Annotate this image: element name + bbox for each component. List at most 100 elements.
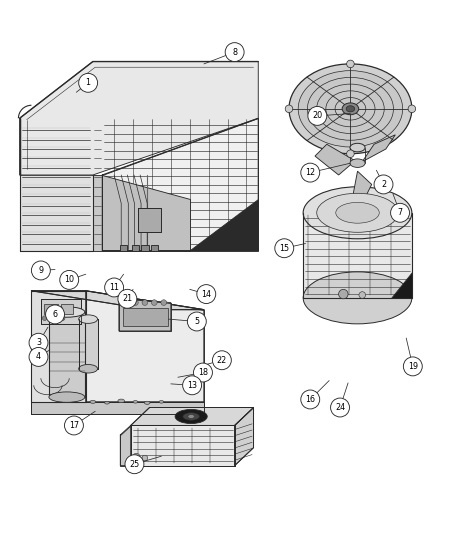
Ellipse shape bbox=[79, 315, 98, 323]
Ellipse shape bbox=[49, 307, 85, 317]
Ellipse shape bbox=[350, 143, 365, 152]
Ellipse shape bbox=[335, 98, 366, 120]
Ellipse shape bbox=[49, 392, 85, 402]
Ellipse shape bbox=[308, 78, 393, 140]
Circle shape bbox=[193, 363, 212, 382]
Circle shape bbox=[79, 73, 98, 92]
Text: 16: 16 bbox=[305, 395, 315, 404]
Ellipse shape bbox=[336, 202, 379, 223]
Text: 15: 15 bbox=[279, 244, 289, 253]
Polygon shape bbox=[391, 272, 412, 298]
Circle shape bbox=[301, 163, 319, 182]
Circle shape bbox=[403, 357, 422, 376]
Text: 22: 22 bbox=[217, 356, 227, 365]
Circle shape bbox=[64, 416, 83, 435]
Polygon shape bbox=[235, 407, 254, 466]
Ellipse shape bbox=[342, 103, 359, 115]
Polygon shape bbox=[131, 407, 254, 425]
Circle shape bbox=[60, 316, 65, 321]
Polygon shape bbox=[151, 245, 158, 251]
Text: 25: 25 bbox=[129, 460, 139, 469]
Polygon shape bbox=[138, 208, 161, 232]
Circle shape bbox=[123, 300, 129, 306]
Text: 3: 3 bbox=[36, 338, 41, 347]
Circle shape bbox=[105, 278, 124, 297]
Circle shape bbox=[225, 43, 244, 61]
Text: 10: 10 bbox=[64, 275, 74, 285]
Circle shape bbox=[54, 316, 59, 321]
Text: 19: 19 bbox=[408, 362, 418, 371]
Circle shape bbox=[29, 348, 48, 367]
Circle shape bbox=[187, 312, 206, 331]
Polygon shape bbox=[31, 402, 204, 413]
Polygon shape bbox=[41, 299, 81, 324]
Circle shape bbox=[31, 261, 50, 280]
Ellipse shape bbox=[303, 272, 412, 324]
Circle shape bbox=[330, 398, 349, 417]
Circle shape bbox=[285, 105, 293, 113]
Polygon shape bbox=[120, 425, 131, 466]
Ellipse shape bbox=[289, 64, 412, 154]
Ellipse shape bbox=[133, 400, 138, 403]
Circle shape bbox=[161, 300, 166, 306]
Circle shape bbox=[391, 203, 410, 222]
Text: 5: 5 bbox=[194, 317, 200, 326]
Circle shape bbox=[308, 106, 327, 126]
Text: 21: 21 bbox=[122, 294, 132, 303]
Text: 2: 2 bbox=[381, 180, 386, 189]
Circle shape bbox=[374, 175, 393, 194]
Circle shape bbox=[346, 60, 354, 68]
Polygon shape bbox=[93, 175, 102, 251]
Text: 12: 12 bbox=[305, 168, 315, 177]
Polygon shape bbox=[119, 298, 171, 331]
Ellipse shape bbox=[145, 401, 150, 404]
Text: 6: 6 bbox=[53, 310, 57, 319]
Circle shape bbox=[29, 333, 48, 352]
Polygon shape bbox=[120, 245, 128, 251]
Ellipse shape bbox=[90, 400, 96, 403]
Circle shape bbox=[346, 150, 354, 157]
Circle shape bbox=[48, 316, 53, 321]
Circle shape bbox=[46, 305, 64, 324]
Ellipse shape bbox=[317, 194, 398, 232]
Text: 24: 24 bbox=[335, 403, 345, 412]
FancyBboxPatch shape bbox=[44, 304, 58, 314]
Text: 17: 17 bbox=[69, 421, 79, 430]
Ellipse shape bbox=[350, 159, 365, 168]
Circle shape bbox=[275, 239, 294, 258]
Polygon shape bbox=[86, 291, 204, 402]
Text: 8: 8 bbox=[232, 47, 237, 57]
Ellipse shape bbox=[326, 91, 375, 127]
FancyBboxPatch shape bbox=[123, 308, 167, 326]
Polygon shape bbox=[19, 118, 93, 251]
FancyBboxPatch shape bbox=[61, 304, 73, 314]
Text: 7: 7 bbox=[398, 208, 402, 217]
Polygon shape bbox=[190, 198, 258, 250]
Polygon shape bbox=[315, 144, 355, 175]
Ellipse shape bbox=[303, 187, 412, 239]
Ellipse shape bbox=[298, 71, 402, 147]
Text: 20: 20 bbox=[312, 112, 322, 120]
Circle shape bbox=[197, 285, 216, 303]
Polygon shape bbox=[79, 319, 98, 369]
Polygon shape bbox=[141, 245, 149, 251]
Ellipse shape bbox=[346, 106, 355, 112]
Polygon shape bbox=[49, 312, 85, 397]
Circle shape bbox=[133, 453, 140, 461]
Circle shape bbox=[142, 455, 148, 461]
Polygon shape bbox=[31, 291, 204, 310]
Polygon shape bbox=[132, 245, 139, 251]
Circle shape bbox=[60, 271, 79, 289]
Circle shape bbox=[182, 376, 201, 395]
Ellipse shape bbox=[175, 410, 207, 424]
Ellipse shape bbox=[79, 364, 98, 373]
Circle shape bbox=[42, 316, 47, 321]
Text: 14: 14 bbox=[201, 289, 211, 299]
Ellipse shape bbox=[317, 84, 384, 134]
Text: 1: 1 bbox=[86, 78, 91, 87]
Text: 11: 11 bbox=[109, 283, 119, 292]
Polygon shape bbox=[362, 135, 395, 162]
Polygon shape bbox=[303, 213, 412, 298]
Circle shape bbox=[125, 455, 144, 474]
Ellipse shape bbox=[118, 399, 125, 403]
